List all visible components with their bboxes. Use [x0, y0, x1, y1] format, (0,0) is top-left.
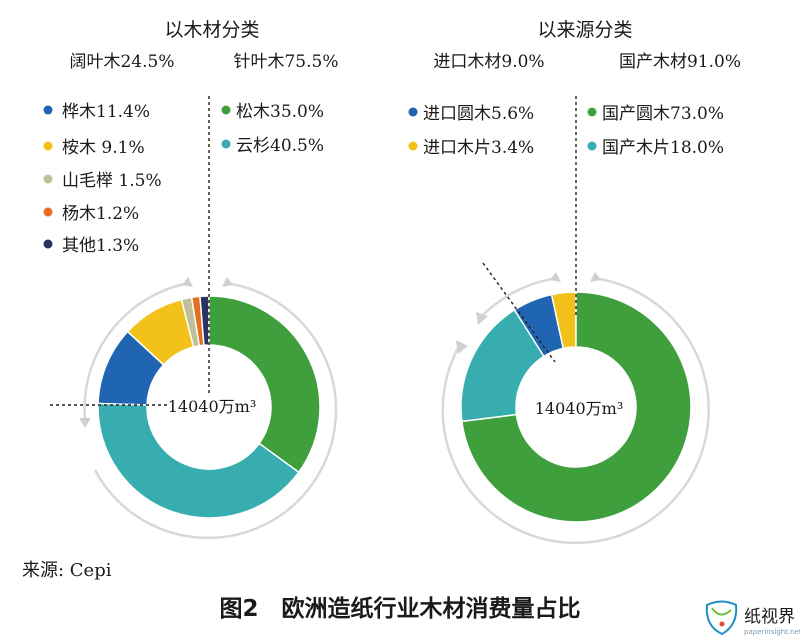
watermark-emblem [705, 600, 738, 636]
legend-item-spruce: 云杉40.5% [236, 136, 324, 156]
guide-arc-imported [479, 276, 559, 319]
legend-item-imported-chips: 进口木片3.4% [423, 138, 534, 158]
group-label-hardwood: 阔叶木24.5% [69, 52, 174, 72]
legend-dot [221, 139, 231, 149]
group-label-softwood: 针叶木75.5% [233, 52, 338, 72]
guide-arrow [222, 277, 233, 287]
guide-arc-domestic [441, 276, 710, 545]
chart-left-title: 以木材分类 [164, 19, 259, 41]
legend-item-other: 其他1.3% [62, 236, 139, 256]
donut-left [97, 295, 321, 519]
legend-dot [408, 107, 418, 117]
legend-dot [587, 141, 597, 151]
watermark-logo: 纸视界 paperinsight.net [705, 600, 800, 636]
group-label-domestic: 国产木材91.0% [619, 52, 741, 72]
chart-left-center-label: 14040万m³ [168, 397, 257, 416]
legend-item-poplar: 杨木1.2% [62, 204, 139, 224]
chart-right-center-label: 14040万m³ [535, 399, 624, 418]
legend-dot [43, 174, 53, 184]
chart-right: 以来源分类 进口木材9.0% 国产木材91.0% 进口圆木5.6% 进口木片3.… [408, 19, 741, 545]
donut-slice [460, 308, 545, 423]
legend-dot [43, 207, 53, 217]
legend-left-softwood: 松木35.0% 云杉40.5% [221, 102, 324, 156]
guide-arrow [550, 272, 561, 282]
legend-right-domestic: 国产圆木73.0% 国产木片18.0% [587, 104, 724, 158]
donut-slice [97, 402, 300, 519]
legend-item-domestic-chips: 国产木片18.0% [602, 138, 724, 158]
watermark-text: 纸视界 [744, 607, 795, 627]
legend-item-pine: 松木35.0% [236, 102, 324, 122]
guide-arrow [590, 272, 601, 282]
donut-slice [208, 295, 321, 474]
legend-dot [587, 107, 597, 117]
legend-dot [43, 105, 53, 115]
guide-arc-hardwood [83, 281, 191, 421]
guide-arrow [456, 340, 468, 354]
chart-left: 以木材分类 阔叶木24.5% 针叶木75.5% 桦木11.4% 桉木 9.1% … [43, 19, 339, 540]
chart-right-title: 以来源分类 [537, 19, 632, 41]
source-note: 来源: Cepi [22, 560, 112, 581]
guide-arrow [476, 312, 488, 325]
legend-item-birch: 桦木11.4% [62, 102, 150, 122]
donut-slice [461, 291, 692, 523]
divider-line-diagonal [482, 262, 556, 363]
figure-caption: 图2 欧洲造纸行业木材消费量占比 [219, 595, 580, 622]
legend-item-imported-logs: 进口圆木5.6% [423, 104, 534, 124]
legend-item-beech: 山毛榉 1.5% [62, 171, 162, 191]
legend-dot [408, 141, 418, 151]
legend-dot [221, 105, 231, 115]
donut-right [460, 291, 692, 523]
legend-dot [43, 239, 53, 249]
legend-item-domestic-logs: 国产圆木73.0% [602, 104, 724, 124]
legend-item-eucalyptus: 桉木 9.1% [62, 138, 145, 158]
guide-arc-softwood [93, 281, 338, 540]
guide-arrow [182, 277, 193, 287]
legend-left-hardwood: 桦木11.4% 桉木 9.1% 山毛榉 1.5% 杨木1.2% 其他1.3% [43, 102, 162, 256]
watermark-url: paperinsight.net [744, 628, 800, 636]
group-label-imported: 进口木材9.0% [433, 52, 544, 72]
legend-dot [43, 141, 53, 151]
legend-right-imported: 进口圆木5.6% 进口木片3.4% [408, 104, 534, 158]
guide-arrow [79, 418, 91, 428]
